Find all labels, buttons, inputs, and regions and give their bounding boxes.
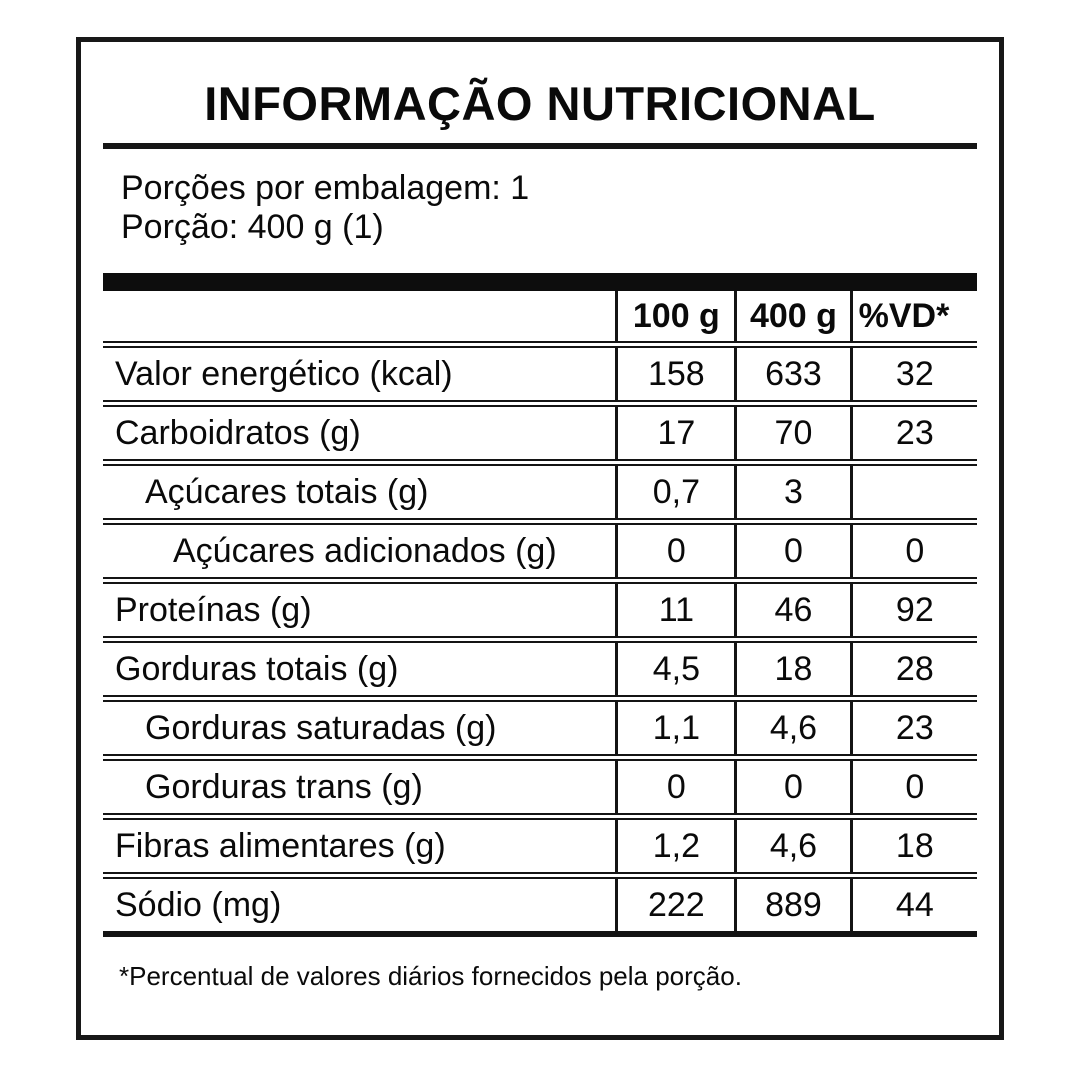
table-row: Gorduras saturadas (g) 1,1 4,6 23 bbox=[103, 698, 977, 761]
value-100g: 1,2 bbox=[615, 816, 736, 879]
row-label: Proteínas (g) bbox=[103, 580, 617, 643]
serving-size-text: Porção: 400 g (1) bbox=[121, 208, 384, 246]
value-400g: 889 bbox=[734, 875, 852, 937]
table-top-bar bbox=[103, 273, 977, 291]
value-vd: 92 bbox=[849, 580, 977, 643]
table-row: Sódio (mg) 222 889 44 bbox=[103, 875, 977, 937]
label-content: INFORMAÇÃO NUTRICIONAL Porções por embal… bbox=[81, 76, 999, 992]
row-label: Fibras alimentares (g) bbox=[103, 816, 617, 879]
col-header-400g: 400 g bbox=[734, 291, 852, 348]
row-label: Açúcares totais (g) bbox=[103, 462, 617, 525]
value-100g: 17 bbox=[615, 403, 736, 466]
col-header-100g: 100 g bbox=[615, 291, 736, 348]
value-100g: 4,5 bbox=[615, 639, 736, 702]
value-vd: 44 bbox=[849, 875, 977, 937]
nutrition-label: INFORMAÇÃO NUTRICIONAL Porções por embal… bbox=[76, 37, 1004, 1040]
nutrition-table: 100 g 400 g %VD* Valor energético (kcal)… bbox=[103, 291, 977, 937]
value-100g: 0 bbox=[615, 757, 736, 820]
table-row: Gorduras trans (g) 0 0 0 bbox=[103, 757, 977, 820]
row-label: Valor energético (kcal) bbox=[103, 344, 617, 407]
value-100g: 0 bbox=[615, 521, 736, 584]
value-400g: 0 bbox=[734, 757, 852, 820]
value-400g: 3 bbox=[734, 462, 852, 525]
table-row: Fibras alimentares (g) 1,2 4,6 18 bbox=[103, 816, 977, 879]
value-400g: 0 bbox=[734, 521, 852, 584]
serving-info: Porções por embalagem: 1 Porção: 400 g (… bbox=[103, 169, 977, 247]
value-100g: 0,7 bbox=[615, 462, 736, 525]
row-label: Carboidratos (g) bbox=[103, 403, 617, 466]
value-400g: 70 bbox=[734, 403, 852, 466]
title-divider bbox=[103, 143, 977, 149]
table-row: Valor energético (kcal) 158 633 32 bbox=[103, 344, 977, 407]
row-label: Gorduras saturadas (g) bbox=[103, 698, 617, 761]
row-label: Sódio (mg) bbox=[103, 875, 617, 937]
value-100g: 1,1 bbox=[615, 698, 736, 761]
value-vd: 28 bbox=[849, 639, 977, 702]
value-100g: 158 bbox=[615, 344, 736, 407]
value-vd: 23 bbox=[849, 698, 977, 761]
col-header-vd: %VD* bbox=[849, 291, 977, 348]
value-400g: 46 bbox=[734, 580, 852, 643]
table-header-row: 100 g 400 g %VD* bbox=[103, 291, 977, 348]
value-400g: 4,6 bbox=[734, 816, 852, 879]
value-100g: 222 bbox=[615, 875, 736, 937]
table-row: Açúcares adicionados (g) 0 0 0 bbox=[103, 521, 977, 584]
page-title: INFORMAÇÃO NUTRICIONAL bbox=[204, 77, 876, 130]
value-vd: 32 bbox=[849, 344, 977, 407]
value-vd bbox=[849, 462, 977, 525]
value-vd: 23 bbox=[849, 403, 977, 466]
value-400g: 18 bbox=[734, 639, 852, 702]
value-vd: 0 bbox=[849, 521, 977, 584]
table-row: Carboidratos (g) 17 70 23 bbox=[103, 403, 977, 466]
table-row: Açúcares totais (g) 0,7 3 bbox=[103, 462, 977, 525]
value-100g: 11 bbox=[615, 580, 736, 643]
servings-per-package-text: Porções por embalagem: 1 bbox=[121, 169, 530, 207]
row-label: Açúcares adicionados (g) bbox=[103, 521, 617, 584]
table-row: Proteínas (g) 11 46 92 bbox=[103, 580, 977, 643]
value-400g: 633 bbox=[734, 344, 852, 407]
table-row: Gorduras totais (g) 4,5 18 28 bbox=[103, 639, 977, 702]
row-label: Gorduras trans (g) bbox=[103, 757, 617, 820]
row-label: Gorduras totais (g) bbox=[103, 639, 617, 702]
col-header-nutrient bbox=[103, 291, 617, 348]
footnote-text: *Percentual de valores diários fornecido… bbox=[119, 961, 742, 991]
value-vd: 18 bbox=[849, 816, 977, 879]
value-400g: 4,6 bbox=[734, 698, 852, 761]
value-vd: 0 bbox=[849, 757, 977, 820]
